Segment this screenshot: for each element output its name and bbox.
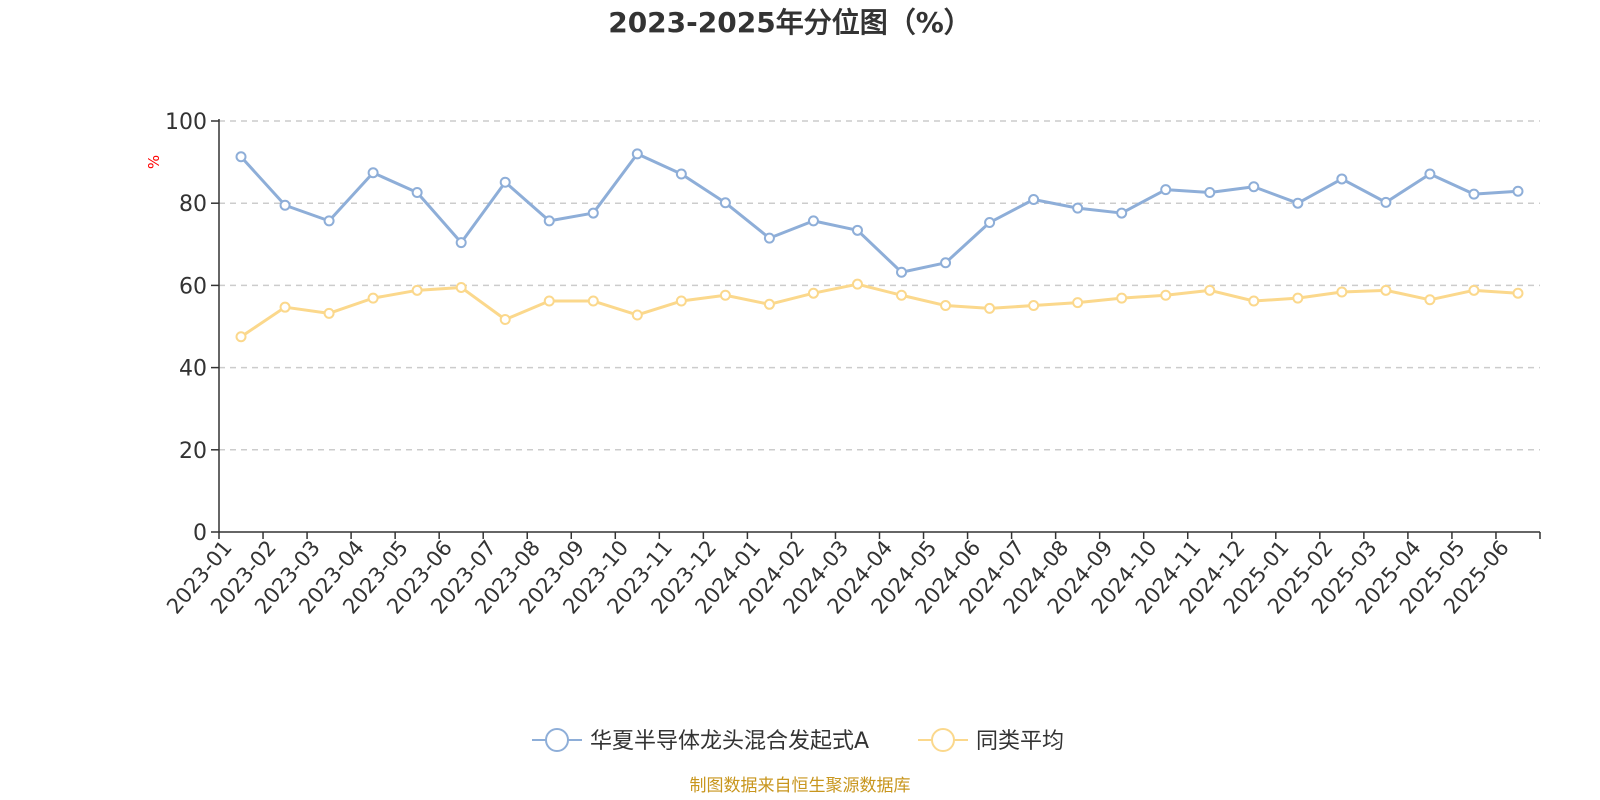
data-point	[1468, 284, 1480, 296]
data-point	[1468, 188, 1480, 200]
data-point	[1204, 187, 1216, 199]
y-tick-label: 60	[179, 274, 207, 299]
source-note: 制图数据来自恒生聚源数据库	[690, 776, 911, 796]
data-point	[279, 199, 291, 211]
data-point	[587, 295, 599, 307]
data-point	[1028, 194, 1040, 206]
data-point	[851, 224, 863, 236]
y-tick-label: 0	[193, 521, 207, 546]
data-point	[719, 197, 731, 209]
data-point	[1072, 202, 1084, 214]
data-point	[1160, 289, 1172, 301]
y-axis-label: %	[145, 155, 163, 169]
legend-label: 华夏半导体龙头混合发起式A	[590, 729, 869, 754]
data-point	[235, 331, 247, 343]
data-point	[455, 237, 467, 249]
data-point	[1512, 287, 1524, 299]
data-point	[1424, 294, 1436, 306]
data-point	[323, 215, 335, 227]
y-tick-label: 40	[179, 357, 207, 382]
data-point	[1160, 184, 1172, 196]
data-point	[411, 187, 423, 199]
data-point	[1116, 207, 1128, 219]
data-point	[719, 289, 731, 301]
data-point	[631, 148, 643, 160]
data-point	[1116, 292, 1128, 304]
data-point	[411, 284, 423, 296]
data-point	[1248, 295, 1260, 307]
data-point	[896, 266, 908, 278]
data-point	[984, 302, 996, 314]
data-point	[1292, 197, 1304, 209]
legend-label: 同类平均	[976, 729, 1064, 754]
data-point	[323, 307, 335, 319]
data-point	[763, 232, 775, 244]
data-point	[543, 215, 555, 227]
y-tick-label: 20	[179, 439, 207, 464]
data-point	[807, 287, 819, 299]
data-point	[587, 207, 599, 219]
data-point	[851, 278, 863, 290]
data-point	[675, 295, 687, 307]
data-point	[543, 295, 555, 307]
data-point	[1512, 185, 1524, 197]
y-axis-ticks: 0 20 40 60 80 100	[165, 110, 219, 546]
data-point	[1380, 284, 1392, 296]
data-point	[631, 309, 643, 321]
data-point	[940, 300, 952, 312]
y-tick-label: 100	[165, 110, 207, 135]
data-point	[1248, 181, 1260, 193]
data-point	[1380, 196, 1392, 208]
data-point	[499, 314, 511, 326]
data-point	[1336, 286, 1348, 298]
data-point	[367, 167, 379, 179]
data-point	[984, 217, 996, 229]
data-point	[763, 298, 775, 310]
data-point	[940, 257, 952, 269]
legend-marker	[931, 728, 955, 752]
data-point	[1424, 168, 1436, 180]
legend: 华夏半导体龙头混合发起式A 同类平均	[532, 728, 1064, 754]
data-point	[1336, 173, 1348, 185]
data-point	[235, 151, 247, 163]
data-point	[807, 215, 819, 227]
legend-marker	[545, 728, 569, 752]
series-line-2	[240, 282, 1519, 339]
gridlines	[219, 120, 1540, 451]
data-point	[1204, 284, 1216, 296]
series-line-1	[239, 152, 1519, 274]
data-point	[367, 292, 379, 304]
x-axis-ticks: 2023-012023-022023-032023-042023-052023-…	[162, 532, 1541, 618]
data-point	[1072, 297, 1084, 309]
data-point	[455, 281, 467, 293]
data-point	[499, 176, 511, 188]
y-tick-label: 80	[179, 192, 207, 217]
chart-title: 2023-2025年分位图（%）	[608, 6, 972, 39]
data-point	[896, 289, 908, 301]
series-group	[235, 148, 1524, 343]
data-point	[675, 168, 687, 180]
data-point	[1028, 300, 1040, 312]
data-point	[279, 301, 291, 313]
data-point	[1292, 292, 1304, 304]
